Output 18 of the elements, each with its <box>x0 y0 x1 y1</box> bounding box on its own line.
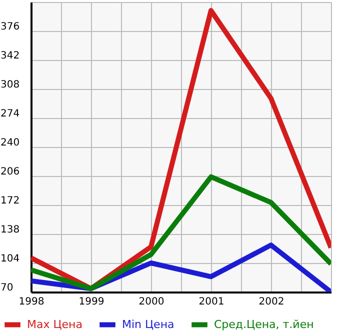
y-tick-label: 342 <box>0 50 20 62</box>
y-tick-label: 274 <box>0 108 20 120</box>
y-tick-label: 104 <box>0 254 20 264</box>
y-tick-label: 206 <box>0 166 20 178</box>
x-tick-label: 2001 <box>198 296 224 308</box>
x-tick-label: 2000 <box>138 296 164 308</box>
y-tick-label: 240 <box>0 138 20 148</box>
y-tick-label: 308 <box>0 80 20 90</box>
x-tick-label: 1999 <box>78 296 104 308</box>
y-tick-label: 138 <box>0 224 20 236</box>
x-tick-label: 2002 <box>258 296 284 308</box>
y-tick-label: 376 <box>0 22 20 32</box>
y-tick-label: 70 <box>0 282 14 294</box>
legend-label: Min Цена <box>122 318 174 331</box>
legend-label: Сред.Цена, т.йен <box>214 318 314 331</box>
y-tick-label: 172 <box>0 196 20 206</box>
x-tick-label: 1998 <box>18 296 44 308</box>
legend-label: Max Цена <box>27 318 82 331</box>
